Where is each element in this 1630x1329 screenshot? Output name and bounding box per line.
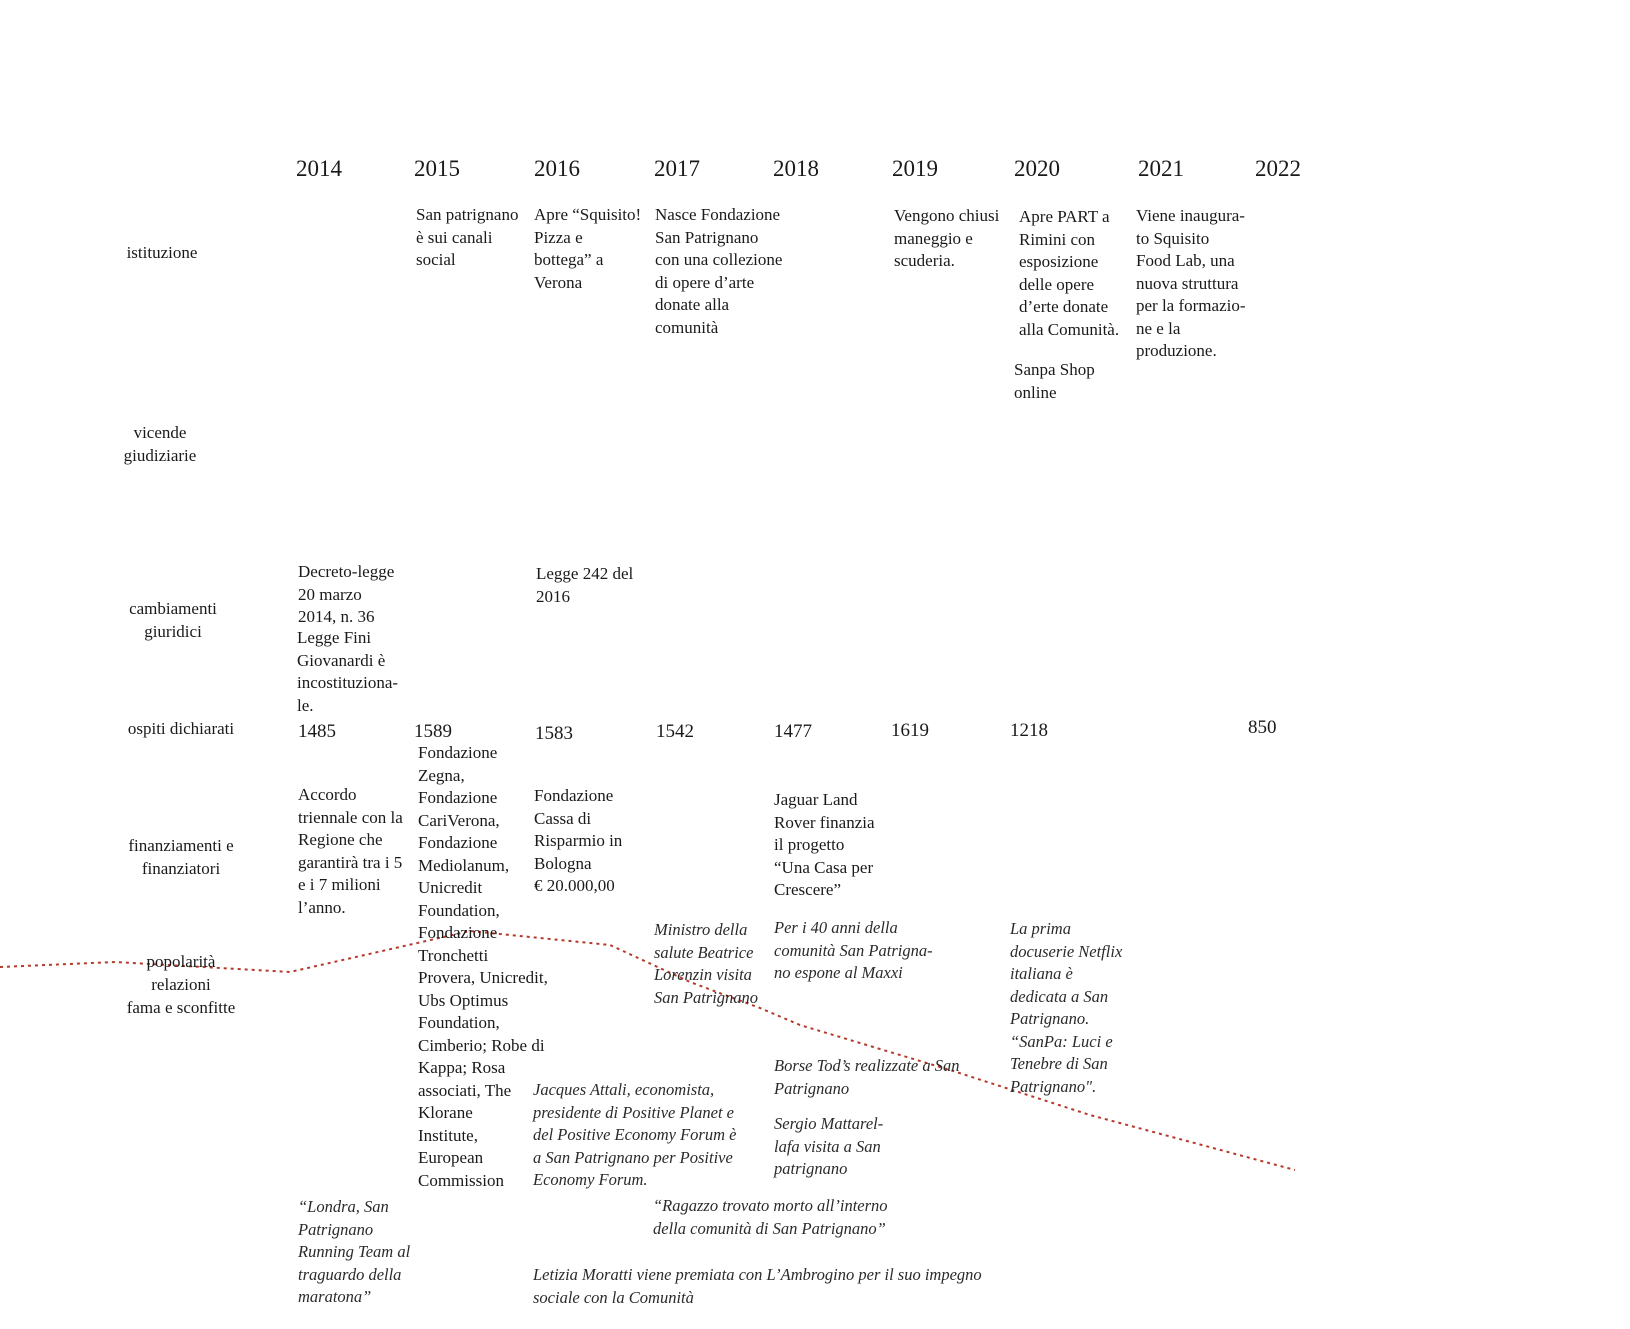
cambiamenti-2016: Legge 242 del 2016: [536, 564, 634, 606]
ospiti-2016: 1583: [535, 723, 573, 744]
popolarita-2017-ragazzo: “Ragazzo trovato morto all’interno della…: [653, 1196, 888, 1238]
row-label-vicende-giudiziarie: vicende giudiziarie: [123, 423, 197, 465]
ospiti-2018: 1477: [774, 721, 812, 742]
year-2019: 2019: [892, 156, 938, 181]
year-2018: 2018: [773, 156, 819, 181]
finanziamenti-2015: Fondazione Zegna, Fondazione CariVerona,…: [418, 743, 548, 1190]
row-label-finanziamenti: finanziamenti e finanziatori: [128, 836, 234, 878]
istituzione-2016: Apre “Squisito! Pizza e bottega” a Veron…: [534, 205, 642, 292]
popolarita-2020-netflix: La prima docuserie Netflix italiana è de…: [1010, 919, 1123, 1096]
year-2015: 2015: [414, 156, 460, 181]
finanziamenti-2014: Accordo triennale con la Regione che gar…: [298, 785, 403, 917]
ospiti-2017: 1542: [656, 721, 694, 742]
finanziamenti-2016: Fondazione Cassa di Risparmio in Bologna…: [534, 786, 623, 895]
year-2022: 2022: [1255, 156, 1301, 181]
istituzione-2020-sanpa-shop: Sanpa Shop online: [1014, 360, 1095, 402]
year-2021: 2021: [1138, 156, 1184, 181]
ospiti-2019: 1619: [891, 720, 929, 741]
year-2014: 2014: [296, 156, 342, 181]
cambiamenti-2014-decreto: Decreto-legge 20 marzo 2014, n. 36: [298, 562, 395, 626]
year-2017: 2017: [654, 156, 700, 181]
finanziamenti-2018: Jaguar Land Rover finanzia il progetto “…: [774, 790, 875, 899]
cambiamenti-2014-legge: Legge Fini Giovanardi è incostituziona- …: [297, 628, 399, 715]
popolarita-2018-mattarella: Sergio Mattarel- lafa visita a San patri…: [774, 1114, 884, 1178]
istituzione-2021: Viene inaugura- to Squisito Food Lab, un…: [1136, 206, 1246, 360]
popolarita-2016-moratti: Letizia Moratti viene premiata con L’Amb…: [533, 1265, 982, 1307]
row-label-cambiamenti-giuridici: cambiamenti giuridici: [129, 599, 217, 641]
year-2016: 2016: [534, 156, 580, 181]
year-2020: 2020: [1014, 156, 1060, 181]
popolarita-2017-lorenzin: Ministro della salute Beatrice Lorenzin …: [654, 920, 759, 1007]
popolarita-2018-tods: Borse Tod’s realizzate a San Patrignano: [774, 1056, 960, 1098]
popolarita-2018-maxxi: Per i 40 anni della comunità San Patrign…: [774, 918, 933, 982]
istituzione-2019: Vengono chiusi maneggio e scuderia.: [894, 206, 1000, 270]
istituzione-2017: Nasce Fondazione San Patrignano con una …: [655, 205, 783, 337]
ospiti-2014: 1485: [298, 721, 336, 742]
ospiti-2020: 1218: [1010, 720, 1048, 741]
trend-dotted-line: [0, 929, 1296, 1171]
istituzione-2020-part: Apre PART a Rimini con esposizione delle…: [1019, 207, 1120, 339]
ospiti-2015: 1589: [414, 721, 452, 742]
istituzione-2015: San patrignano è sui canali social: [416, 205, 519, 269]
row-label-popolarita: popolarità relazioni fama e sconfitte: [126, 952, 236, 1017]
row-label-istituzione: istituzione: [126, 243, 198, 262]
ospiti-2022: 850: [1248, 717, 1277, 738]
popolarita-2014-london: “Londra, San Patrignano Running Team al …: [298, 1197, 411, 1306]
row-label-ospiti-dichiarati: ospiti dichiarati: [127, 719, 235, 738]
popolarita-2016-attali: Jacques Attali, economista, presidente d…: [533, 1080, 737, 1189]
